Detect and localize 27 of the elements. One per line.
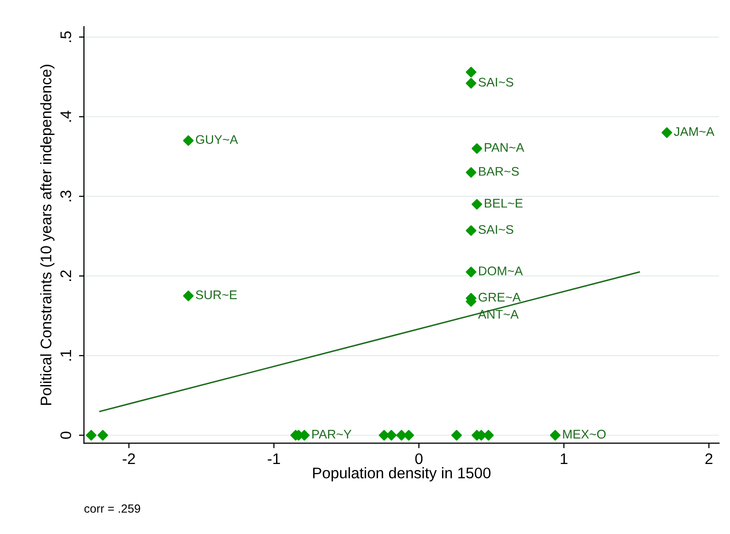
annotation: PAR~Y (312, 430, 352, 438)
x-tick-label: 0 (415, 453, 423, 464)
y-tick-label: 0 (60, 432, 72, 439)
x-tick-label: -2 (122, 453, 135, 464)
annotation: SAI~S (478, 78, 514, 87)
y-tick-label: .1 (60, 350, 72, 361)
y-tick-label: .2 (60, 270, 72, 281)
annotation: JAM~A (674, 127, 714, 136)
x-tick-label: -1 (268, 454, 280, 464)
annotation: SAI~S (478, 225, 514, 234)
annotation: GUY~A (196, 135, 238, 144)
x-tick-label: 1 (560, 454, 568, 464)
y-tick-label: .5 (60, 31, 72, 42)
annotation: SUR~E (196, 290, 237, 300)
annotation: MEX~O (563, 430, 606, 439)
annotation: BAR~S (479, 166, 519, 176)
y-axis-title: Political Constraints (10 years after independence) (40, 64, 54, 405)
text: corr = .259 (84, 504, 140, 513)
annotation: ANT~A (478, 310, 519, 319)
y-tick-label: .3 (60, 190, 72, 202)
x-tick-label: 2 (705, 453, 712, 464)
annotation: GRE~A (478, 292, 521, 302)
annotation: BEL~E (484, 198, 523, 208)
annotation: PAN~A (484, 143, 524, 152)
x-axis-title: Population density in 1500 (313, 467, 491, 482)
annotation: DOM~A (479, 266, 523, 276)
y-tick-label: .4 (60, 110, 72, 122)
